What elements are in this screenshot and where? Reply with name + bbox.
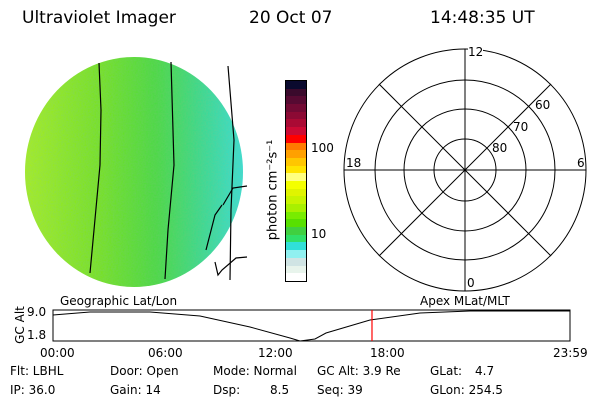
door-status: Door: Open — [110, 364, 179, 378]
colorbar-band — [286, 273, 306, 281]
colorbar-band — [286, 250, 306, 258]
colorbar-band — [286, 204, 306, 212]
colorbar-band — [286, 127, 306, 135]
colorbar-band — [286, 150, 306, 158]
dsp-value: 8.5 — [270, 383, 290, 397]
colorbar-band — [286, 142, 306, 151]
colorbar-band — [286, 88, 306, 97]
y-tick-9: 9.0 — [27, 305, 47, 319]
colorbar-band — [286, 227, 306, 235]
y-tick-1.8: 1.8 — [27, 328, 47, 342]
colorbar-band — [286, 104, 306, 112]
lat-label-60: 60 — [535, 98, 551, 112]
lat-label-70: 70 — [513, 120, 529, 134]
colorbar-band — [286, 211, 306, 220]
x-tick-1800: 18:00 — [370, 346, 405, 360]
lat-label-80: 80 — [492, 141, 508, 155]
colorbar-band — [286, 180, 306, 189]
colorbar-band — [286, 157, 306, 166]
gain-status: Gain: 14 — [110, 383, 161, 397]
geo-grid-lines — [89, 61, 248, 281]
colorbar-band — [286, 81, 306, 89]
glon-status: GLon: 254.5 — [430, 383, 503, 397]
ip-status: IP: 36.0 — [10, 383, 56, 397]
x-tick-0000: 00:00 — [40, 346, 75, 360]
dsp-label: Dsp: — [213, 383, 241, 397]
colorbar-band — [286, 173, 306, 181]
mlt-label-18: 18 — [346, 156, 362, 170]
geo-latlon-title: Geographic Lat/Lon — [60, 294, 178, 308]
mlt-label-0: 0 — [467, 276, 475, 290]
glat-label: GLat: — [430, 364, 463, 378]
x-tick-0600: 06:00 — [148, 346, 183, 360]
colorbar-band — [286, 219, 306, 228]
mode-status: Mode: Normal — [213, 364, 297, 378]
colorbar-band — [286, 111, 306, 120]
seq-status: Seq: 39 — [317, 383, 363, 397]
colorbar-band — [286, 188, 306, 197]
date-label: 20 Oct 07 — [249, 8, 333, 28]
colorbar-band — [286, 134, 306, 143]
mlt-line-diag2 — [378, 83, 552, 257]
apex-mlat-title: Apex MLat/MLT — [420, 294, 510, 308]
time-label: 14:48:35 UT — [430, 8, 535, 28]
colorbar-band — [286, 165, 306, 174]
mlt-label-6: 6 — [577, 156, 585, 170]
colorbar-band — [286, 265, 306, 274]
x-tick-2359: 23:59 — [553, 346, 588, 360]
gc-alt-status: GC Alt: 3.9 Re — [317, 364, 401, 378]
colorbar — [285, 80, 307, 282]
colorbar-band — [286, 119, 306, 128]
colorbar-band — [286, 234, 306, 243]
colorbar-tick-100: 100 — [311, 141, 334, 155]
x-tick-1200: 12:00 — [258, 346, 293, 360]
instrument-title: Ultraviolet Imager — [22, 8, 176, 28]
mlt-label-12: 12 — [468, 45, 484, 59]
glat-value: 4.7 — [475, 364, 495, 378]
filter-status: Flt: LBHL — [10, 364, 64, 378]
colorbar-band — [286, 96, 306, 105]
colorbar-tick-10: 10 — [311, 227, 327, 241]
colorbar-band — [286, 196, 306, 204]
colorbar-band — [286, 257, 306, 266]
colorbar-band — [286, 242, 306, 251]
earth-disk — [25, 57, 243, 287]
